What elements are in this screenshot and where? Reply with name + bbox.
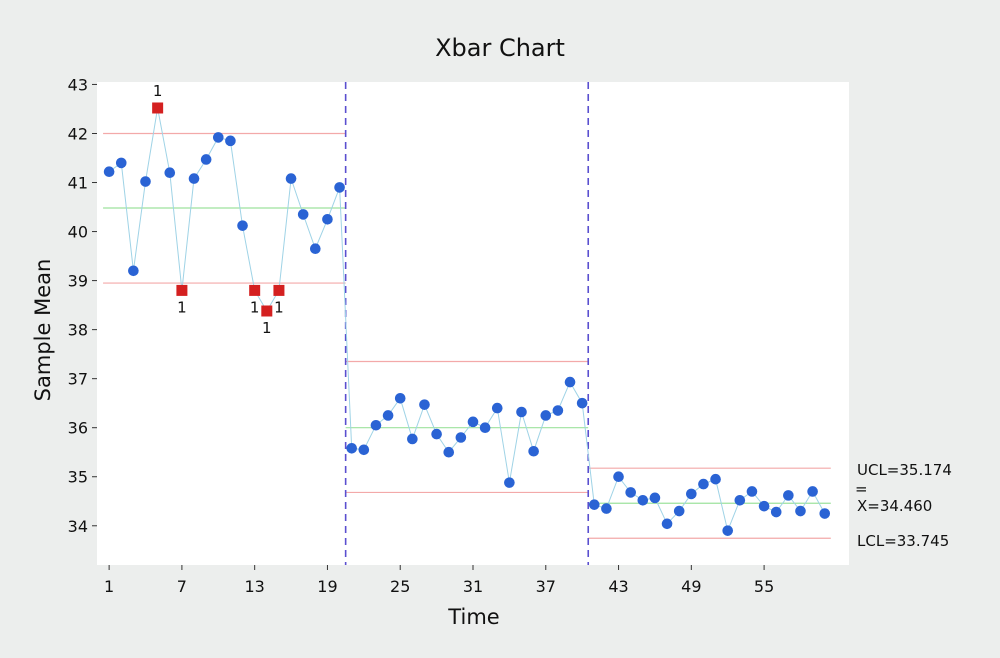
data-point-8 bbox=[188, 173, 200, 184]
data-point-51 bbox=[710, 473, 721, 485]
data-point-22 bbox=[358, 444, 370, 456]
data-point-41 bbox=[588, 499, 600, 510]
data-point-59 bbox=[807, 486, 818, 497]
data-point-42 bbox=[601, 503, 612, 514]
data-point-24 bbox=[382, 410, 394, 421]
data-point-40 bbox=[576, 397, 588, 409]
data-point-37 bbox=[540, 410, 552, 421]
data-point-49 bbox=[686, 488, 697, 500]
data-point-17 bbox=[297, 209, 309, 220]
x-tick-label-13: 13 bbox=[244, 577, 264, 596]
data-point-56 bbox=[770, 506, 782, 518]
flag-label-14: 1 bbox=[262, 319, 272, 337]
y-tick-label-40: 40 bbox=[68, 223, 88, 242]
data-point-21 bbox=[346, 442, 358, 454]
data-point-47 bbox=[661, 518, 673, 530]
x-axis-label: Time bbox=[447, 605, 499, 629]
chart-title: Xbar Chart bbox=[435, 34, 565, 62]
flagged-point-13 bbox=[249, 284, 261, 296]
plot-area bbox=[97, 82, 849, 565]
y-tick-label-34: 34 bbox=[68, 517, 88, 536]
data-point-33 bbox=[491, 402, 503, 414]
y-axis-label: Sample Mean bbox=[31, 259, 55, 402]
data-point-18 bbox=[310, 243, 321, 255]
lcl-label: LCL=33.745 bbox=[857, 532, 949, 550]
y-tick-label-43: 43 bbox=[68, 75, 88, 94]
y-tick-label-35: 35 bbox=[68, 468, 88, 487]
data-point-11 bbox=[225, 135, 236, 147]
data-point-19 bbox=[322, 213, 333, 225]
data-point-50 bbox=[698, 478, 709, 490]
x-tick-label-25: 25 bbox=[390, 577, 410, 596]
out-of-control-flags: 11 111 bbox=[153, 82, 284, 337]
y-tick-label-36: 36 bbox=[68, 419, 88, 438]
data-point-35 bbox=[516, 406, 527, 418]
y-tick-label-39: 39 bbox=[68, 272, 88, 291]
x-tick-label-55: 55 bbox=[754, 577, 774, 596]
flagged-point-7 bbox=[176, 284, 188, 296]
data-point-23 bbox=[370, 419, 382, 431]
data-point-60 bbox=[819, 508, 831, 519]
x-tick-label-19: 19 bbox=[317, 577, 337, 596]
y-tick-label-42: 42 bbox=[68, 124, 88, 143]
data-point-43 bbox=[613, 471, 624, 483]
data-point-31 bbox=[467, 416, 479, 428]
data-point-45 bbox=[637, 494, 649, 506]
data-point-54 bbox=[746, 486, 758, 497]
data-point-26 bbox=[407, 433, 418, 445]
y-tick-label-41: 41 bbox=[68, 174, 88, 193]
y-tick-label-38: 38 bbox=[68, 321, 88, 340]
x-tick-label-43: 43 bbox=[608, 577, 628, 596]
data-points bbox=[103, 102, 831, 536]
data-point-32 bbox=[479, 422, 491, 434]
x-tick-label-37: 37 bbox=[536, 577, 556, 596]
data-point-53 bbox=[734, 494, 746, 506]
flag-label-13: 1 bbox=[250, 298, 260, 316]
data-point-25 bbox=[394, 392, 406, 404]
data-point-58 bbox=[795, 505, 806, 517]
center-line-label: X=34.460 bbox=[857, 497, 932, 515]
data-point-4 bbox=[140, 176, 151, 187]
flag-label-15: 1 bbox=[274, 298, 284, 316]
data-point-38 bbox=[552, 405, 564, 416]
flagged-point-5 bbox=[152, 102, 164, 114]
center-bar-mark: = bbox=[855, 480, 868, 498]
control-limit-lines bbox=[103, 132, 831, 539]
x-tick-label-7: 7 bbox=[177, 577, 187, 596]
flagged-point-15 bbox=[273, 284, 285, 296]
flag-label-7: 1 bbox=[177, 298, 187, 316]
flag-label-5: 1 bbox=[153, 82, 163, 100]
data-point-34 bbox=[504, 477, 515, 488]
data-point-16 bbox=[285, 173, 297, 184]
data-point-27 bbox=[419, 399, 430, 410]
data-point-55 bbox=[758, 500, 770, 512]
x-tick-label-1: 1 bbox=[104, 577, 114, 596]
data-point-20 bbox=[334, 182, 345, 193]
data-point-28 bbox=[431, 428, 442, 440]
data-point-1 bbox=[103, 166, 115, 178]
data-point-44 bbox=[625, 487, 636, 498]
data-point-48 bbox=[673, 505, 685, 517]
flagged-point-14 bbox=[261, 305, 273, 317]
y-tick-label-37: 37 bbox=[68, 370, 88, 389]
data-point-36 bbox=[528, 445, 539, 457]
data-point-46 bbox=[649, 492, 661, 504]
x-axis-ticks: 1 7 13 19 25 31 37 43 49 55 bbox=[104, 565, 774, 596]
data-point-6 bbox=[164, 167, 176, 179]
ucl-label: UCL=35.174 bbox=[857, 461, 952, 479]
data-point-3 bbox=[128, 265, 139, 277]
data-point-29 bbox=[443, 446, 455, 458]
data-point-52 bbox=[722, 525, 734, 536]
data-point-12 bbox=[237, 220, 248, 231]
data-point-57 bbox=[783, 490, 794, 501]
x-tick-label-49: 49 bbox=[681, 577, 701, 596]
data-point-2 bbox=[115, 157, 127, 169]
data-point-9 bbox=[200, 154, 212, 165]
x-tick-label-31: 31 bbox=[463, 577, 483, 596]
data-point-39 bbox=[564, 376, 576, 388]
data-point-30 bbox=[455, 432, 467, 443]
data-point-10 bbox=[212, 132, 224, 143]
y-axis-ticks: 34 35 36 37 38 39 40 41 42 43 bbox=[68, 75, 97, 536]
